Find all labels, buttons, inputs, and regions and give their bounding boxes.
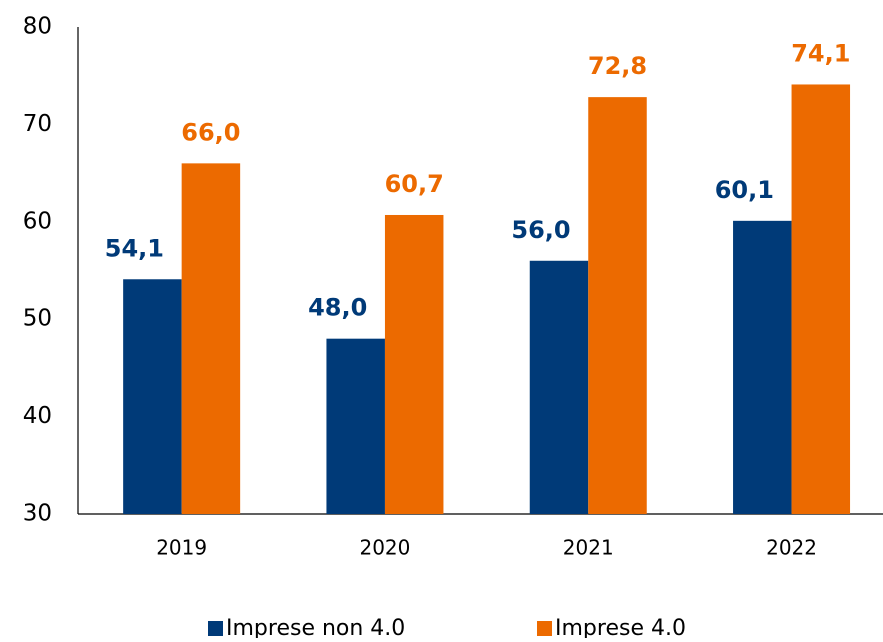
data-label: 56,0: [511, 216, 570, 244]
legend-label: Imprese non 4.0: [226, 616, 405, 638]
y-tick-label: 80: [23, 14, 52, 40]
data-label: 60,1: [715, 176, 774, 204]
bar: [326, 338, 385, 514]
bar: [733, 220, 792, 515]
bar: [529, 260, 589, 514]
bar: [384, 214, 444, 514]
y-tick-label: 70: [23, 111, 52, 137]
data-label: 48,0: [308, 294, 367, 322]
data-label: 72,8: [588, 52, 647, 80]
y-tick-label: 50: [23, 306, 52, 332]
y-tick-label: 30: [23, 501, 52, 527]
y-tick-label: 60: [23, 208, 52, 234]
data-label: 74,1: [791, 39, 850, 67]
legend-label: Imprese 4.0: [555, 616, 686, 638]
x-tick-label: 2022: [766, 536, 817, 560]
y-tick-label: 40: [23, 403, 52, 429]
data-label: 54,1: [105, 234, 164, 262]
bar: [588, 97, 647, 515]
x-tick-label: 2019: [156, 536, 207, 560]
legend-swatch: [537, 621, 552, 636]
x-tick-label: 2020: [359, 536, 410, 560]
data-label: 66,0: [181, 118, 240, 146]
bar: [791, 84, 851, 514]
x-tick-label: 2021: [563, 536, 614, 560]
bar: [181, 163, 241, 515]
bar: [123, 279, 182, 514]
legend-swatch: [208, 621, 223, 636]
data-label: 60,7: [385, 170, 444, 198]
